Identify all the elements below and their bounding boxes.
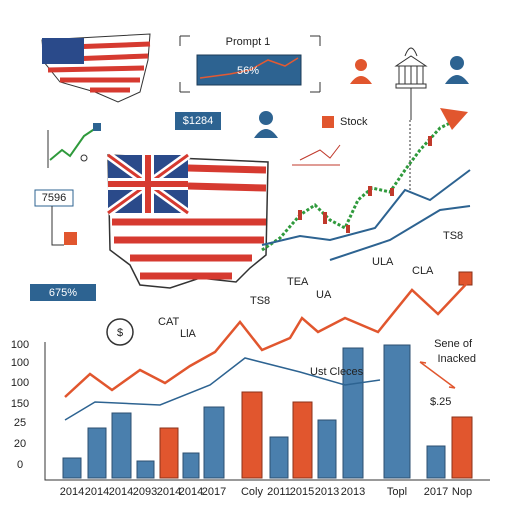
y-tick-label: 20	[14, 438, 26, 450]
label: TEA	[287, 276, 309, 288]
prompt-panel: Prompt 1 56%	[179, 35, 321, 93]
y-tick-label: 0	[17, 459, 23, 471]
label: CLA	[412, 265, 434, 277]
y-tick-label: 25	[14, 417, 26, 429]
dollar-symbol: $	[117, 327, 123, 339]
y-tick-label: 100	[11, 377, 29, 389]
x-tick-label: 2013	[341, 486, 365, 498]
x-tick-label: 2015	[290, 486, 314, 498]
legend-swatch	[322, 116, 334, 128]
prompt-value: 56%	[237, 65, 259, 77]
price: $1284	[183, 115, 214, 127]
x-tick-label: 2013	[315, 486, 339, 498]
x-tick-label: Nop	[452, 486, 472, 498]
x-tick-label: 2014	[85, 486, 109, 498]
flag	[105, 151, 269, 289]
x-tick-label: Coly	[241, 486, 264, 498]
label: CAT	[158, 316, 179, 328]
label: TS8	[443, 230, 463, 242]
x-tick-label: 2014	[60, 486, 84, 498]
x-tick-label: 2093	[133, 486, 157, 498]
note-line: Sene of	[434, 338, 473, 350]
y-axis: 100 100 100 150 25 20 0	[11, 339, 29, 471]
marker	[64, 232, 77, 245]
small-trend	[292, 144, 341, 166]
percent-label: 675%	[49, 287, 77, 299]
legend-label: Stock	[340, 116, 368, 128]
percent-box	[30, 284, 96, 301]
price-box	[175, 112, 221, 130]
trend-lines	[261, 169, 471, 261]
label: TS8	[250, 295, 270, 307]
y-tick-label: 150	[11, 398, 29, 410]
label: UA	[316, 289, 332, 301]
note-value: $.25	[430, 396, 451, 408]
x-tick-label: 2017	[202, 486, 226, 498]
y-tick-label: 100	[11, 357, 29, 369]
label: ULA	[372, 256, 394, 268]
x-tick-label: 2014	[157, 486, 181, 498]
value-label: 7596	[42, 192, 66, 204]
icons	[254, 47, 469, 138]
label: LlA	[180, 328, 197, 340]
y-tick-label: 100	[11, 339, 29, 351]
candles	[261, 108, 468, 252]
note-line: Inacked	[437, 353, 476, 365]
prompt-title: Prompt 1	[226, 36, 271, 48]
bar-chart	[44, 279, 490, 481]
x-tick-label: 2014	[109, 486, 133, 498]
mini-chart	[47, 123, 101, 168]
x-tick-label: 2011	[267, 486, 291, 498]
x-tick-label: 2017	[424, 486, 448, 498]
x-tick-label: Topl	[387, 486, 407, 498]
us-map	[41, 33, 151, 103]
dollar-icon	[106, 318, 134, 346]
value-box	[34, 189, 74, 207]
annotation: Ust Cleces	[310, 366, 364, 378]
x-tick-label: 2014	[179, 486, 203, 498]
